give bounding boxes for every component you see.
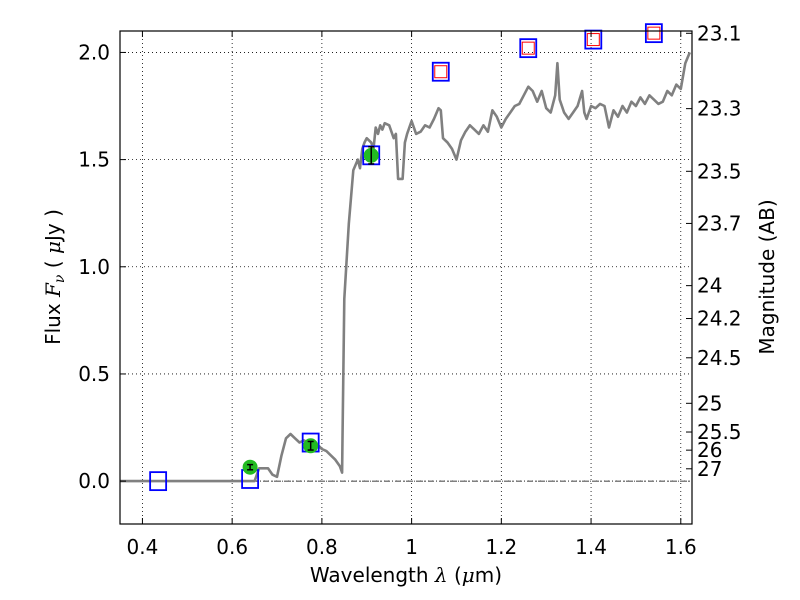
magnitude-tick-label: 26 xyxy=(697,438,722,462)
x-tick-label: 0.6 xyxy=(216,535,248,559)
magnitude-tick-label: 23.3 xyxy=(697,97,742,121)
x-tick-label: 1 xyxy=(405,535,418,559)
y-axis-label-subscript: ν xyxy=(52,274,68,283)
y-tick-label: 1.0 xyxy=(78,255,110,279)
y-axis-label-unit-rest: Jy ) xyxy=(41,209,65,243)
model-photometry-marker xyxy=(149,471,168,492)
x-axis-label-prefix: Wavelength xyxy=(310,563,435,587)
magnitude-tick-label: 24.2 xyxy=(697,307,742,331)
y-tick-label: 2.0 xyxy=(78,40,110,64)
y-axis-label: Flux Fν ( μJy ) xyxy=(41,209,68,345)
upper-limit-marker xyxy=(647,26,661,40)
series-layer xyxy=(120,23,691,492)
x-tick-label: 1.2 xyxy=(485,535,517,559)
magnitude-tick-label: 24.5 xyxy=(697,346,742,370)
model-photometry-marker xyxy=(519,38,538,59)
y-axis-label-symbol: F xyxy=(41,282,65,298)
plot-area xyxy=(120,31,692,524)
y-tick-label: 1.5 xyxy=(78,148,110,172)
magnitude-tick-label: 23.5 xyxy=(697,159,742,183)
x-axis-label-unit-mu: μ xyxy=(462,563,475,587)
upper-limit-marker xyxy=(434,65,448,79)
y-axis-label-unit-open: ( xyxy=(41,254,65,275)
y-axis-label-prefix: Flux xyxy=(41,297,65,345)
y-axis-label-unit-mu: μ xyxy=(41,241,65,254)
model-photometry-marker xyxy=(431,61,450,82)
sed-model-line xyxy=(120,51,691,483)
upper-limit-marker xyxy=(521,41,535,55)
x-tick-label: 0.8 xyxy=(306,535,338,559)
upper-limit-marker xyxy=(586,33,600,47)
magnitude-tick-label: 25 xyxy=(697,391,722,415)
x-axis-label-symbol: λ xyxy=(434,563,448,587)
model-photometry-marker xyxy=(644,23,663,44)
magnitude-tick-label: 23.1 xyxy=(697,21,742,45)
x-tick-label: 1.6 xyxy=(665,535,697,559)
magnitude-tick-label: 24 xyxy=(697,274,722,298)
x-axis-label-unit-rest: m) xyxy=(475,563,502,587)
y-tick-label: 0.0 xyxy=(78,469,110,493)
ticks-layer: 0.4 0.6 0.8 1 1.2 1.4 1.6 0.0 0.5 1.0 1.5 2.0 23.1 23… xyxy=(78,21,741,559)
y-tick-label: 0.5 xyxy=(78,362,110,386)
x-axis-label: Wavelength λ (μm) xyxy=(310,563,502,587)
magnitude-tick-label: 27 xyxy=(697,457,722,481)
magnitude-tick-label: 25.5 xyxy=(697,420,742,444)
x-tick-label: 1.4 xyxy=(575,535,607,559)
magnitude-axis-label: Magnitude (AB) xyxy=(755,199,779,354)
plot-frame xyxy=(119,30,693,525)
x-tick-label: 0.4 xyxy=(127,535,159,559)
magnitude-tick-label: 23.7 xyxy=(697,211,742,235)
x-axis-label-unit-open: ( xyxy=(448,563,462,587)
